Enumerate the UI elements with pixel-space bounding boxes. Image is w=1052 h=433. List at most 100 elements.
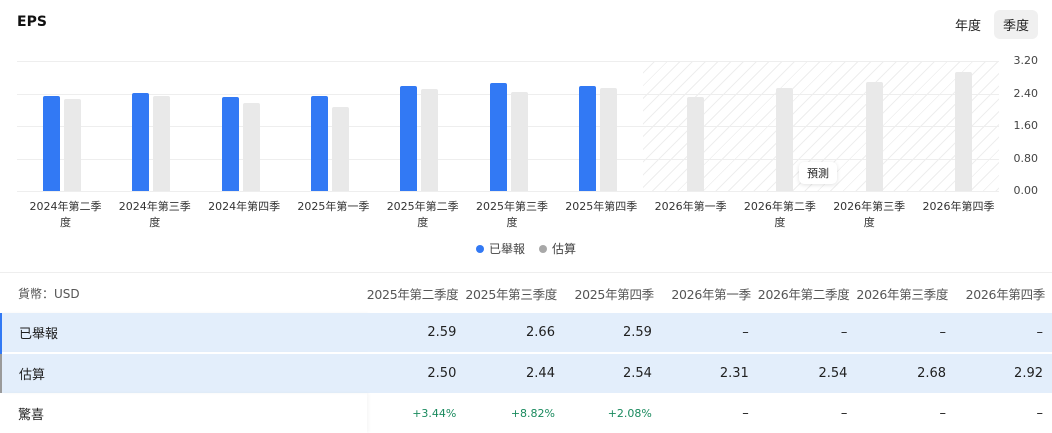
bar-group[interactable] [464, 61, 553, 191]
toggle-quarterly-button[interactable]: 季度 [993, 10, 1038, 39]
table-header-row: 貨幣：USD 2025年第二季度 2025年第三季度 2025年第四季 2026… [1, 273, 1052, 313]
period-toggle: 年度 季度 [946, 10, 1038, 39]
column-header: 2025年第三季度 [465, 286, 557, 302]
bar-estimate[interactable] [865, 82, 883, 191]
row-label: 估算 [0, 352, 367, 393]
table-cell: – [955, 313, 1052, 353]
table-cell: 2.44 [465, 352, 564, 393]
bar-actual[interactable] [310, 95, 328, 191]
currency-label: 貨幣：USD [18, 286, 80, 301]
chart-legend: 已舉報 估算 [0, 240, 1052, 257]
x-tick-label: 2026年第一季 [654, 200, 727, 213]
bar-group[interactable] [731, 61, 820, 191]
gridline [17, 191, 999, 192]
legend-dot-actual-icon [475, 244, 484, 253]
table-cell: – [856, 313, 956, 353]
table-cell: 2.59 [366, 313, 466, 353]
table-row-estimate[interactable]: 估算 2.50 2.44 2.54 2.31 2.54 2.68 2.92 [0, 352, 1052, 393]
bar-estimate[interactable] [153, 95, 171, 191]
legend-dot-estimate-icon [539, 244, 547, 253]
table-cell: 2.31 [660, 352, 758, 393]
x-tick-label: 2024年第三季度 [118, 200, 191, 229]
row-label: 已舉報 [0, 313, 367, 353]
bar-group[interactable] [196, 61, 285, 191]
table-row-actual[interactable]: 已舉報 2.59 2.66 2.59 – – – – [0, 313, 1052, 353]
legend-item-actual[interactable]: 已舉報 [475, 240, 525, 257]
chart-title: EPS [17, 14, 47, 30]
bar-estimate[interactable] [331, 106, 349, 191]
column-header: 2026年第一季 [671, 286, 751, 302]
table-cell: 2.66 [465, 313, 564, 353]
bar-actual[interactable] [132, 93, 150, 191]
gridline [17, 61, 999, 62]
bar-estimate[interactable] [510, 91, 528, 191]
bar-group[interactable] [821, 61, 910, 191]
column-header: 2026年第二季度 [757, 286, 850, 302]
bar-estimate[interactable] [599, 87, 617, 191]
column-header: 2025年第二季度 [366, 286, 459, 302]
column-header: 2026年第三季度 [856, 286, 949, 302]
legend-label-estimate: 估算 [552, 242, 577, 256]
bar-group[interactable] [642, 61, 731, 191]
bar-estimate[interactable] [955, 72, 972, 191]
x-tick-label: 2024年第二季度 [29, 200, 102, 229]
y-tick-label: 0.00 [1013, 184, 1039, 197]
bar-group[interactable] [553, 61, 642, 191]
y-tick-label: 0.80 [1013, 151, 1039, 165]
legend-item-estimate[interactable]: 估算 [539, 240, 576, 257]
table-cell: 2.59 [563, 313, 661, 353]
legend-label-actual: 已舉報 [488, 242, 525, 256]
table-cell: +2.08% [607, 406, 652, 420]
x-tick-label: 2026年第二季度 [743, 200, 816, 229]
column-header: 2025年第四季 [574, 286, 654, 302]
bar-estimate[interactable] [776, 87, 794, 191]
bar-actual[interactable] [400, 85, 418, 191]
x-tick-label: 2025年第三季度 [476, 200, 548, 229]
forecast-badge: 預測 [799, 162, 837, 184]
bar-group[interactable] [106, 61, 195, 191]
table-row-surprise: 驚喜 +3.44% +8.82% +2.08% – – – – [1, 393, 1052, 433]
table-cell: +8.82% [510, 406, 555, 420]
x-tick-label: 2024年第四季 [208, 200, 281, 213]
bar-estimate[interactable] [242, 102, 260, 191]
bar-estimate[interactable] [64, 98, 81, 191]
x-tick-label: 2025年第一季 [297, 200, 370, 213]
table-cell: 2.54 [563, 352, 661, 393]
table-cell: 2.54 [757, 352, 857, 393]
bar-group[interactable] [374, 61, 463, 191]
table-cell: – [1036, 405, 1044, 421]
x-tick-label: 2026年第三季度 [833, 200, 906, 229]
y-tick-label: 1.60 [1013, 119, 1039, 132]
x-tick-label: 2026年第四季 [922, 200, 995, 213]
toggle-annual-button[interactable]: 年度 [954, 19, 981, 34]
bar-actual[interactable] [43, 95, 60, 191]
table-cell: – [840, 405, 848, 421]
table-cell: 2.92 [955, 352, 1052, 393]
x-tick-label: 2025年第二季度 [386, 200, 459, 229]
chart-plot-area [17, 61, 999, 192]
eps-table: 貨幣：USD 2025年第二季度 2025年第三季度 2025年第四季 2026… [0, 273, 1052, 433]
table-cell: +3.44% [412, 406, 457, 420]
table-cell: 2.68 [856, 352, 956, 393]
gridline [17, 126, 999, 127]
y-tick-label: 3.20 [1013, 54, 1039, 67]
row-label: 驚喜 [1, 393, 367, 433]
gridline [17, 158, 999, 160]
table-cell: – [757, 313, 857, 353]
x-tick-label: 2025年第四季 [565, 200, 638, 213]
section-divider [0, 272, 1052, 273]
table-cell: – [742, 405, 749, 421]
bar-estimate[interactable] [421, 89, 439, 191]
bar-actual[interactable] [578, 85, 596, 191]
bar-group[interactable] [17, 61, 106, 191]
table-cell: 2.50 [366, 352, 466, 393]
bar-group[interactable] [910, 61, 999, 191]
gridline [17, 93, 999, 95]
column-header: 2026年第四季 [965, 286, 1046, 302]
table-cell: – [939, 405, 947, 421]
table-cell: – [660, 313, 758, 353]
bar-actual[interactable] [489, 82, 507, 191]
bar-estimate[interactable] [687, 97, 705, 191]
bar-actual[interactable] [221, 96, 239, 191]
bar-group[interactable] [285, 61, 374, 191]
